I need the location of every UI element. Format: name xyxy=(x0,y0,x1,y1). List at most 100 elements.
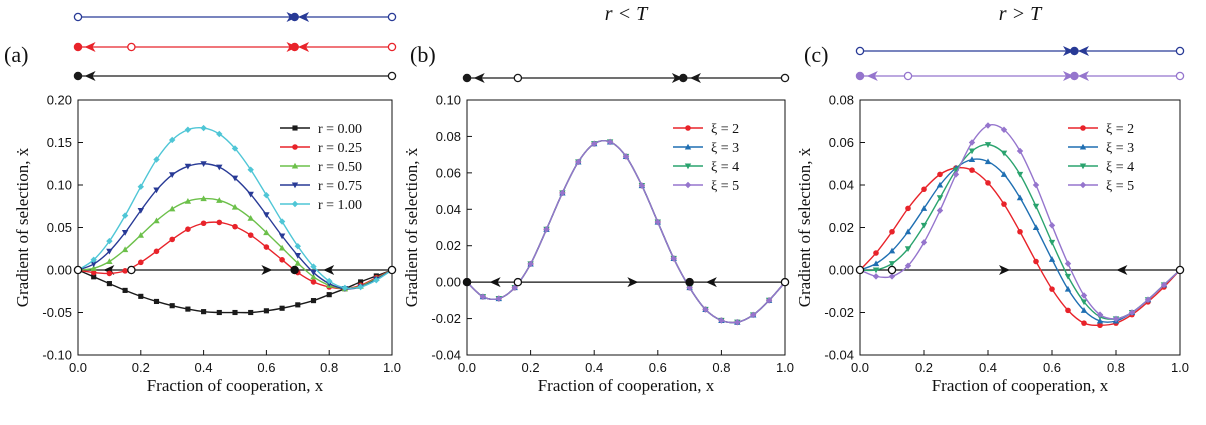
y-tick-label: 0.00 xyxy=(47,263,72,278)
zero-axis-point-3 xyxy=(780,277,790,287)
flow-point-2 xyxy=(1070,71,1079,81)
flow-point-1 xyxy=(387,71,397,81)
data-point-2 xyxy=(106,258,113,265)
legend-marker xyxy=(684,163,692,170)
legend-label: ξ = 4 xyxy=(711,160,739,175)
legend-marker xyxy=(684,143,692,150)
y-axis-title: Gradient of selection, ẋ xyxy=(402,147,421,307)
data-point-14 xyxy=(294,260,301,266)
condition-label: r < T xyxy=(605,3,649,25)
y-tick-label: 0.02 xyxy=(436,238,461,253)
data-point-17 xyxy=(734,319,741,326)
data-point-11 xyxy=(638,182,646,189)
flow-line-0 xyxy=(462,73,790,83)
data-point-14 xyxy=(1081,320,1087,326)
data-point-1 xyxy=(90,261,97,268)
data-point-10 xyxy=(622,153,630,160)
flow-arrow-2 xyxy=(298,42,310,52)
data-point-1 xyxy=(873,250,879,256)
legend-label: ξ = 4 xyxy=(1106,160,1134,175)
series-0 xyxy=(464,139,788,326)
data-point-11 xyxy=(247,166,254,173)
legend-marker xyxy=(1079,181,1087,189)
panel-b: (b) r < T 0.0 0.2 0.4 0.6 0.8 1.0 -0.04 -0.02 0.00… xyxy=(402,3,794,395)
data-point-2 xyxy=(106,281,112,287)
data-point-7 xyxy=(184,163,192,170)
condition-label: r > T xyxy=(999,3,1043,25)
legend-marker xyxy=(292,125,298,131)
data-point-10 xyxy=(1016,194,1024,201)
data-point-1 xyxy=(90,265,97,271)
series-1 xyxy=(463,138,789,325)
flow-line-1 xyxy=(73,42,397,52)
flow-point-2 xyxy=(678,73,688,83)
legend: r = 0.00 r = 0.25 r = 0.50 r = 0.75 r = 1.00 xyxy=(280,122,362,213)
data-point-10 xyxy=(1016,147,1024,155)
data-point-13 xyxy=(278,233,286,240)
data-point-3 xyxy=(904,228,912,235)
x-axis-title: Fraction of cooperation, x xyxy=(538,376,715,395)
y-tick-label: -0.02 xyxy=(431,311,461,326)
zero-axis-point-2 xyxy=(1175,265,1185,275)
data-point-3 xyxy=(511,284,518,291)
data-point-5 xyxy=(936,207,944,214)
x-axis-title: Fraction of cooperation, x xyxy=(932,376,1109,395)
legend-item-1: r = 0.25 xyxy=(280,141,362,156)
data-point-12 xyxy=(263,229,270,236)
data-point-1 xyxy=(91,274,97,280)
legend-marker xyxy=(1079,143,1087,150)
flow-arrow-1 xyxy=(1063,71,1074,81)
y-tick-label: 0.15 xyxy=(47,135,72,150)
data-point-7 xyxy=(575,158,582,166)
panel-a: (a) 0.0 0.2 0.4 0.6 0.8 1.0 -0.10 -0.05 0.00 0.05 0… xyxy=(4,12,401,395)
zero-axis-arrow-0 xyxy=(999,265,1010,275)
data-point-12 xyxy=(1048,256,1056,262)
flow-point-1 xyxy=(1070,46,1079,56)
data-point-4 xyxy=(137,207,144,214)
y-tick-label: 0.06 xyxy=(436,165,461,180)
data-point-8 xyxy=(984,122,992,129)
flow-arrow-2 xyxy=(689,73,701,83)
legend-label: ξ = 5 xyxy=(1106,179,1134,194)
zero-axis-point-1 xyxy=(127,265,136,275)
y-tick-label: 0.00 xyxy=(829,263,854,278)
x-tick-label: 0.6 xyxy=(649,360,667,375)
data-point-1 xyxy=(872,267,880,274)
data-point-7 xyxy=(185,306,191,312)
data-point-9 xyxy=(606,138,614,146)
data-point-9 xyxy=(216,130,223,138)
flow-point-3 xyxy=(780,73,790,83)
legend-item-1: ξ = 3 xyxy=(673,141,739,156)
data-point-5 xyxy=(543,226,550,233)
zero-axis-point-0 xyxy=(73,265,83,275)
legend-marker xyxy=(1079,163,1087,170)
x-tick-label: 0.4 xyxy=(195,360,213,375)
data-point-13 xyxy=(1064,260,1072,267)
flow-point-0 xyxy=(855,71,865,81)
data-point-9 xyxy=(216,164,223,171)
flow-point-3 xyxy=(1175,71,1185,81)
legend-marker xyxy=(684,181,692,189)
legend-label: ξ = 2 xyxy=(1106,122,1134,137)
data-point-4 xyxy=(920,239,928,246)
y-tick-label: 0.08 xyxy=(436,129,461,144)
legend: ξ = 2 ξ = 3 ξ = 4 ξ = 5 xyxy=(1068,122,1134,194)
x-axis-title: Fraction of cooperation, x xyxy=(147,376,324,395)
legend-label: r = 0.50 xyxy=(318,160,362,175)
plot-frame xyxy=(466,99,786,356)
flow-line-1 xyxy=(855,71,1185,81)
data-point-5 xyxy=(153,187,160,194)
legend-item-3: ξ = 5 xyxy=(1068,179,1134,194)
data-point-2 xyxy=(888,273,896,280)
x-tick-label: 0.6 xyxy=(1043,360,1061,375)
y-tick-label: 0.06 xyxy=(829,135,854,150)
data-point-10 xyxy=(231,203,239,210)
data-point-2 xyxy=(889,228,895,235)
data-point-11 xyxy=(1032,181,1040,189)
data-point-15 xyxy=(702,306,709,313)
zero-axis-points-0 xyxy=(855,265,1185,275)
data-point-14 xyxy=(1080,307,1088,313)
data-point-5 xyxy=(153,156,160,163)
legend-label: r = 1.00 xyxy=(318,198,362,213)
